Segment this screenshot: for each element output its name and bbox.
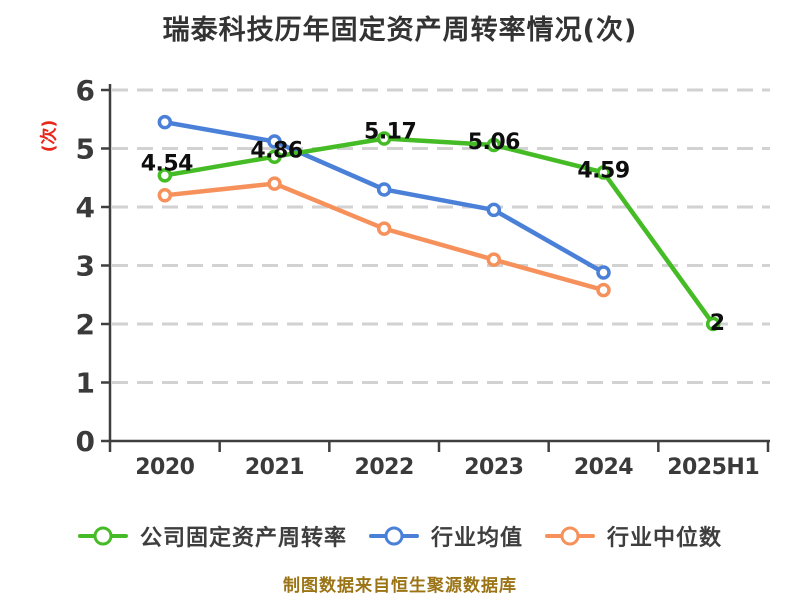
y-tick-label: 5	[76, 133, 95, 166]
x-tick-label: 2025H1	[667, 455, 759, 480]
data-point	[267, 176, 282, 191]
data-point	[267, 134, 282, 149]
legend-label: 公司固定资产周转率	[139, 526, 347, 551]
data-point	[376, 182, 392, 197]
legend: 公司固定资产周转率 行业均值 行业中位数	[0, 520, 800, 552]
data-point	[596, 165, 611, 180]
data-label: 4.54	[141, 151, 193, 176]
data-label: 2	[710, 311, 725, 336]
line-chart: 0 1 2 3 4 5 6 2020 2021 2022 2023 2024 2025H1 4.54 4.8…	[76, 74, 770, 480]
data-point	[267, 149, 282, 164]
y-tick-label: 2	[76, 308, 95, 341]
x-tick-label: 2023	[464, 455, 523, 480]
data-label: 5.17	[364, 120, 416, 145]
data-label: 4.86	[250, 139, 302, 164]
data-label: 5.06	[468, 130, 520, 155]
legend-item-company-turnover: 公司固定资产周转率	[77, 520, 347, 552]
x-tick-label: 2024	[574, 455, 633, 480]
legend-label: 行业中位数	[607, 526, 723, 551]
y-tick-label: 3	[76, 250, 95, 283]
data-point	[596, 265, 611, 280]
legend-item-industry-mean: 行业均值	[368, 520, 523, 552]
industry-median-marker-icon	[545, 526, 595, 546]
series-line	[162, 136, 716, 327]
x-tick-label: 2022	[355, 455, 414, 480]
page-title: 瑞泰科技历年固定资产周转率情况(次)	[162, 15, 638, 46]
x-tick-label: 2020	[135, 455, 194, 480]
data-point	[596, 282, 611, 298]
data-point	[705, 316, 721, 332]
y-tick-label: 4	[76, 191, 95, 224]
data-point	[486, 137, 502, 153]
footer-note: 制图数据来自恒生聚源数据库	[283, 576, 517, 596]
legend-label: 行业均值	[430, 526, 523, 551]
data-point	[157, 168, 173, 183]
data-label: 4.59	[577, 158, 629, 183]
data-point	[486, 252, 502, 267]
industry-mean-marker-icon	[368, 526, 419, 546]
x-tick-label: 2021	[245, 455, 304, 480]
legend-dot-icon	[384, 526, 404, 546]
y-tick-label: 0	[76, 425, 95, 458]
data-point	[157, 114, 173, 130]
data-point	[376, 221, 392, 236]
y-tick-label: 6	[76, 74, 95, 107]
data-point	[376, 131, 392, 146]
data-point	[157, 188, 173, 203]
data-point	[486, 202, 502, 218]
legend-dot-icon	[560, 526, 580, 546]
legend-dot-icon	[93, 526, 113, 546]
legend-item-industry-median: 行业中位数	[545, 520, 722, 552]
company-series-marker-icon	[77, 526, 128, 546]
y-tick-label: 1	[76, 367, 95, 400]
